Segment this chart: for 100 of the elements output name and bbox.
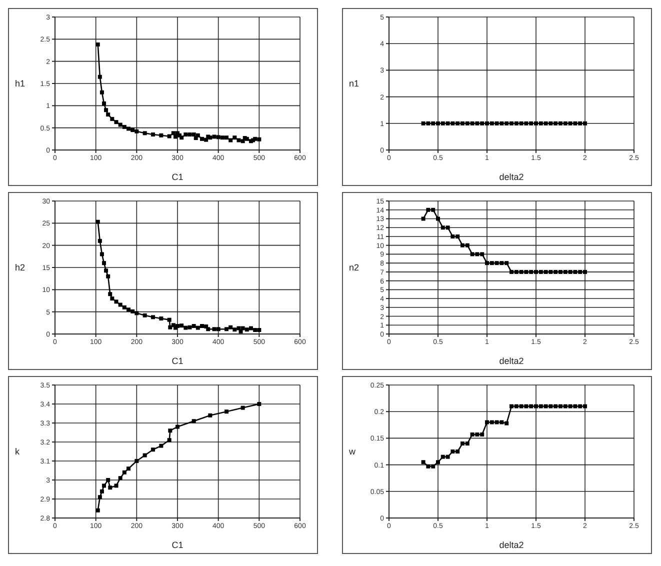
point [480,252,484,256]
point [224,410,228,414]
point [204,138,208,142]
point [257,402,262,406]
point [167,318,172,322]
point [151,315,155,320]
point [122,305,126,310]
point [563,404,568,408]
point [558,270,562,274]
point [102,101,106,106]
point [196,133,200,138]
point [504,421,509,426]
y-axis-title: w [348,446,356,457]
point [176,324,180,328]
point [514,270,518,274]
x-axis-title: C1 [172,356,184,366]
point [440,226,445,230]
point [470,252,474,256]
point [200,324,204,328]
point [216,135,220,140]
point [142,453,147,458]
point [168,428,172,433]
point [529,270,534,274]
point [192,132,196,136]
point [110,116,114,121]
point [200,136,204,141]
y-axis-title: n2 [349,262,360,273]
point [253,328,258,332]
point [544,404,548,408]
point [142,131,147,136]
point [558,404,562,408]
point [130,309,135,314]
y-axis-title: n1 [349,78,360,89]
point [490,420,494,424]
point [192,419,196,424]
point [431,208,436,212]
point [465,442,470,446]
point [244,328,249,332]
point [538,270,543,274]
point [519,270,524,274]
point [208,413,212,418]
y-axis-title: h1 [15,78,26,89]
point [426,464,430,468]
point [485,261,489,266]
point [524,270,528,274]
point [167,438,172,442]
x-axis-title: delta2 [499,356,524,366]
point [238,329,243,334]
point [118,476,122,480]
point [514,404,518,408]
point [534,270,538,274]
point [228,138,233,142]
point [228,325,233,330]
point [529,404,534,408]
point [240,406,245,410]
point [212,134,216,139]
point [554,404,558,408]
point [568,270,572,274]
point [212,327,216,332]
point [180,136,184,140]
point [102,484,106,488]
point [98,495,102,500]
point [568,404,572,408]
point [118,302,122,307]
point [151,448,155,452]
point [485,420,489,424]
point [548,270,553,274]
point [126,466,130,471]
point [232,136,237,140]
point [134,129,139,134]
point [134,459,139,463]
point [475,432,480,436]
y-axis-title: k [15,446,20,457]
point [114,120,118,124]
point [240,326,245,330]
point [114,484,118,488]
point [450,450,455,454]
point [534,404,538,408]
point [106,478,110,482]
point [171,131,176,136]
point [450,234,455,238]
point [524,404,528,408]
point [108,292,112,296]
point [96,42,100,46]
point [168,325,172,330]
point [436,460,440,464]
point [224,136,228,140]
point [257,328,262,332]
point [257,137,262,142]
point [122,470,126,474]
point [494,261,499,266]
point [578,404,582,408]
point [106,274,110,278]
point [130,128,135,132]
point [470,432,474,436]
point [573,404,578,408]
point [554,270,558,274]
point [436,216,440,221]
point [173,134,178,139]
x-axis-title: delta2 [499,172,524,182]
